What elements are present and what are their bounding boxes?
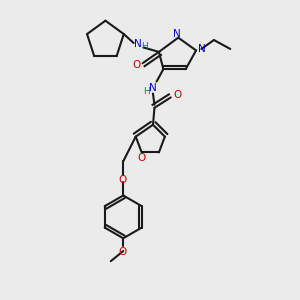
Text: H: H xyxy=(143,87,149,96)
Text: O: O xyxy=(118,175,127,185)
Text: O: O xyxy=(118,247,127,256)
Text: O: O xyxy=(173,90,182,100)
Text: N: N xyxy=(198,44,206,54)
Text: N: N xyxy=(149,83,157,93)
Text: H: H xyxy=(141,42,148,51)
Text: N: N xyxy=(173,29,181,39)
Text: O: O xyxy=(137,153,145,163)
Text: N: N xyxy=(134,40,142,50)
Text: O: O xyxy=(132,60,140,70)
